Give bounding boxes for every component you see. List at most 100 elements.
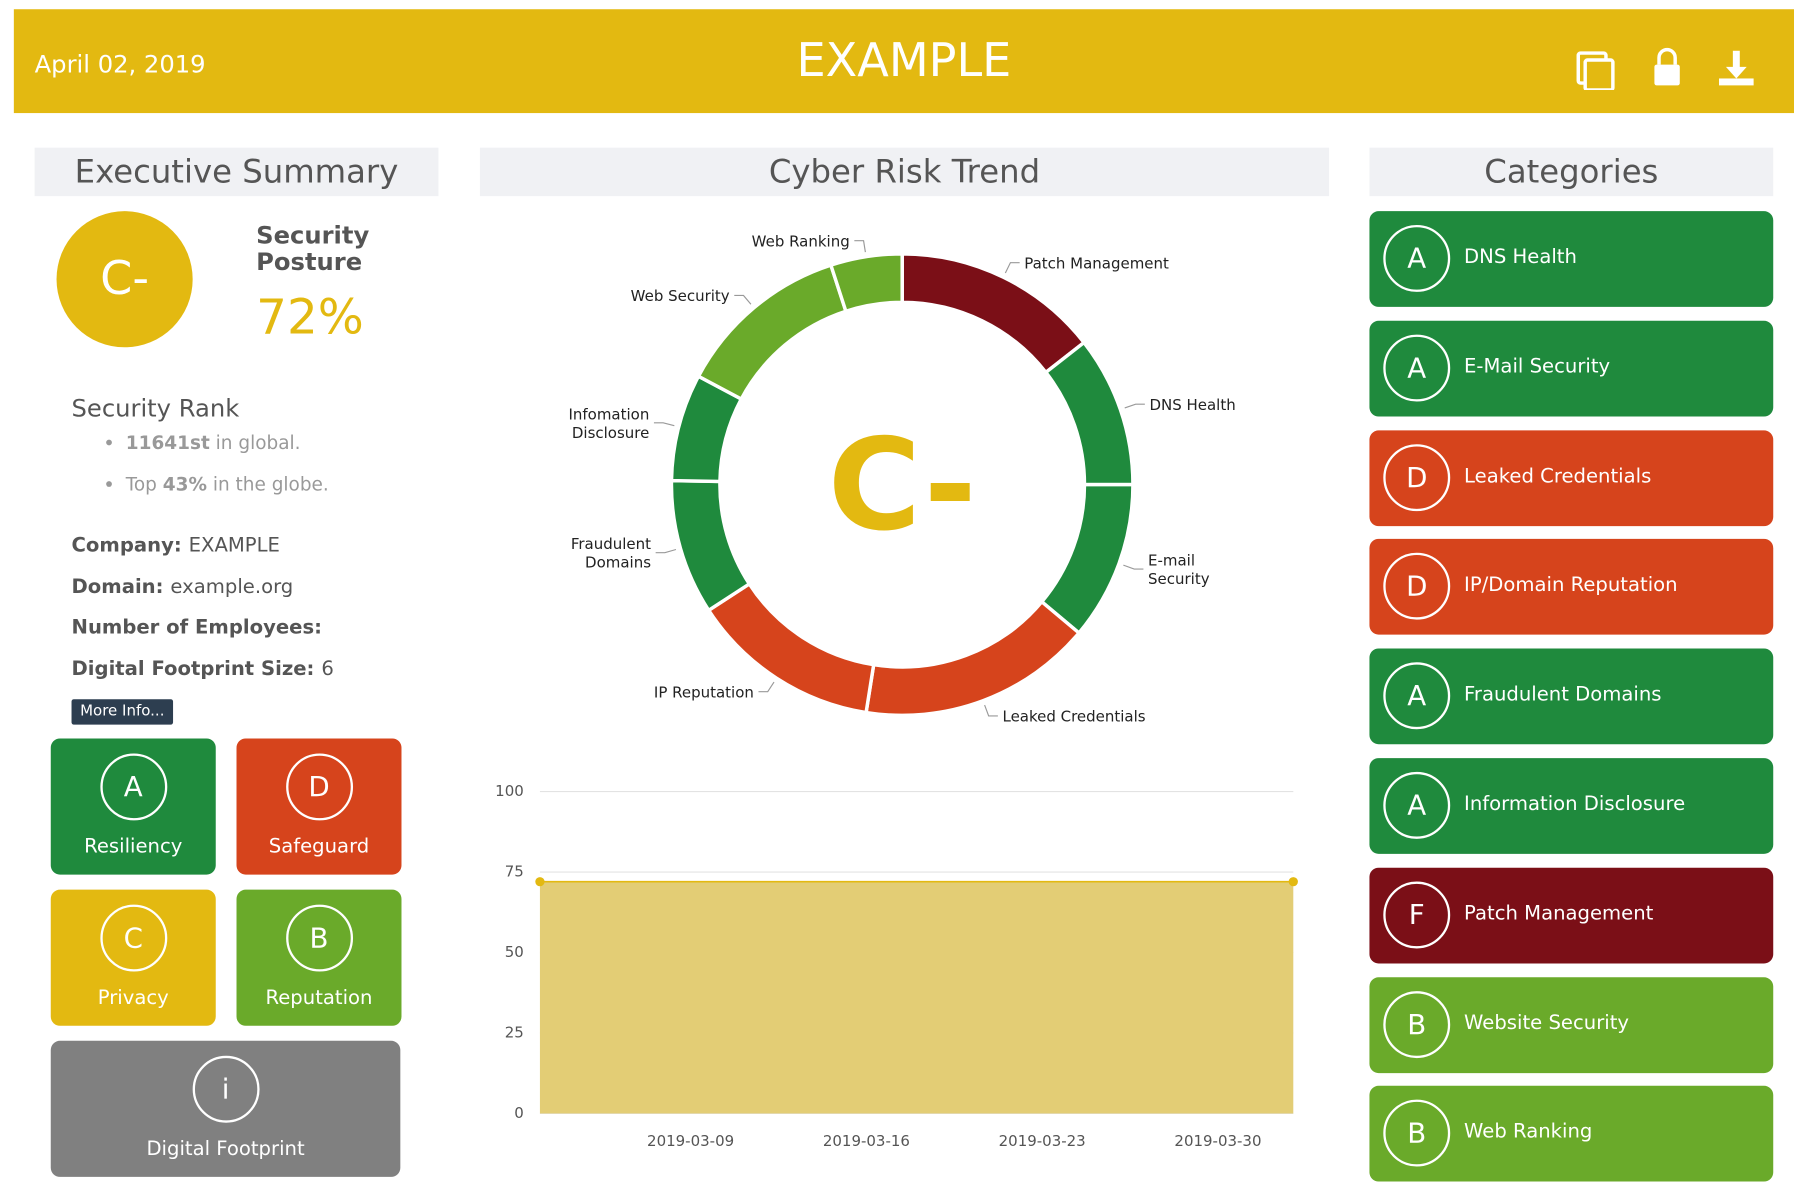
- category-name: DNS Health: [1464, 245, 1577, 269]
- rank-item: 11641st in global.: [126, 422, 329, 464]
- donut-segment: [1043, 340, 1135, 487]
- leader-line: [1123, 564, 1144, 570]
- x-tick-label: 2019-03-30: [1174, 1132, 1261, 1150]
- category-name: Patch Management: [1464, 902, 1654, 926]
- category-grade: A: [1383, 334, 1451, 402]
- field-value: EXAMPLE: [188, 534, 280, 558]
- category-grade: A: [1383, 662, 1451, 730]
- tile-grade: D: [285, 753, 353, 821]
- field: Digital Footprint Size: 6: [72, 658, 334, 681]
- category-card[interactable]: D IP/Domain Reputation: [1369, 539, 1774, 636]
- category-grade: D: [1383, 553, 1451, 621]
- score-tile: C Privacy: [50, 889, 216, 1026]
- score-tile: D Safeguard: [236, 738, 402, 875]
- leader-line: [1004, 262, 1020, 274]
- posture-label: Security Posture: [256, 221, 370, 276]
- category-name: Web Ranking: [1464, 1120, 1593, 1144]
- category-card[interactable]: F Patch Management: [1369, 867, 1774, 964]
- point: [535, 877, 545, 887]
- field-label: Number of Employees:: [71, 616, 323, 640]
- category-card[interactable]: A DNS Health: [1369, 211, 1774, 307]
- donut-label: IP Reputation: [654, 683, 754, 701]
- category-name: IP/Domain Reputation: [1464, 573, 1678, 597]
- x-tick-label: 2019-03-09: [647, 1132, 734, 1150]
- rank-title: Security Rank: [71, 394, 240, 423]
- donut-label: Fraudulent: [571, 535, 651, 553]
- donut-label: Domains: [585, 554, 651, 572]
- score-tile: i Digital Footprint: [50, 1040, 401, 1177]
- y-tick-label: 100: [495, 782, 524, 800]
- score-tile: B Reputation: [236, 889, 402, 1026]
- leader-line: [758, 681, 775, 693]
- tile-label: Safeguard: [268, 835, 370, 859]
- section-title: Executive Summary: [34, 147, 439, 197]
- field: Company: EXAMPLE: [72, 534, 280, 557]
- area: [539, 881, 1294, 1114]
- donut-segment: [864, 599, 1082, 718]
- category-name: Leaked Credentials: [1464, 464, 1652, 488]
- donut-label: Leaked Credentials: [1003, 708, 1146, 726]
- donut-label: Security: [1148, 570, 1210, 588]
- leader-line: [1124, 403, 1145, 409]
- toolbar-icons[interactable]: [1571, 44, 1779, 91]
- field-label: Company:: [71, 534, 182, 558]
- download-icon[interactable]: [1719, 50, 1754, 86]
- x-tick-label: 2019-03-16: [823, 1132, 910, 1150]
- tile-label: Reputation: [265, 986, 373, 1010]
- y-tick-label: 50: [505, 943, 524, 961]
- section-title: Cyber Risk Trend: [479, 147, 1330, 197]
- x-tick-label: 2019-03-23: [999, 1132, 1086, 1150]
- field-value: example.org: [170, 575, 294, 599]
- rank-top: 43%: [162, 473, 207, 496]
- field: Number of Employees:: [72, 616, 329, 639]
- category-card[interactable]: B Website Security: [1369, 976, 1774, 1073]
- tile-grade: C: [99, 904, 167, 972]
- category-name: E-Mail Security: [1464, 355, 1611, 379]
- category-grade: B: [1383, 990, 1451, 1058]
- leader-line: [984, 704, 998, 717]
- donut-segment: [828, 252, 904, 314]
- rank-global: 11641st: [125, 431, 210, 454]
- leader-line: [655, 548, 677, 554]
- category-name: Information Disclosure: [1464, 792, 1686, 816]
- category-grade: B: [1383, 1100, 1451, 1167]
- field-label: Domain:: [71, 575, 164, 599]
- donut-label: Disclosure: [572, 424, 649, 442]
- posture-value: 72%: [256, 288, 364, 346]
- category-card[interactable]: B Web Ranking: [1369, 1086, 1774, 1182]
- date: April 02, 2019: [34, 50, 206, 79]
- text: in the globe.: [212, 473, 329, 496]
- field: Domain: example.org: [72, 576, 294, 599]
- tile-grade: A: [99, 753, 167, 821]
- category-card[interactable]: A Information Disclosure: [1369, 758, 1774, 854]
- rank-item: Top 43% in the globe.: [126, 464, 329, 506]
- lock-icon[interactable]: [1654, 47, 1680, 86]
- tile-label: Digital Footprint: [146, 1137, 305, 1161]
- category-grade: D: [1383, 443, 1451, 511]
- header: April 02, 2019 EXAMPLE: [13, 9, 1795, 114]
- tile-label: Privacy: [97, 986, 169, 1010]
- tile-grade: B: [285, 904, 353, 972]
- category-card[interactable]: A Fraudulent Domains: [1369, 648, 1774, 745]
- leader-line: [854, 240, 866, 253]
- more-info-button[interactable]: More Info...: [71, 699, 174, 725]
- category-name: Website Security: [1464, 1011, 1630, 1035]
- score-tile: A Resiliency: [50, 738, 216, 875]
- donut-label: E-mail: [1148, 552, 1195, 570]
- y-tick-label: 25: [505, 1024, 524, 1042]
- category-grade: A: [1383, 225, 1451, 292]
- section-title: Categories: [1369, 147, 1774, 197]
- grade-badge: C-: [56, 211, 193, 348]
- tile-grade: i: [192, 1055, 260, 1123]
- trend-charts: Patch Management DNS Health E-mailSecurity…: [495, 233, 1298, 1150]
- leader-line: [653, 422, 675, 427]
- category-card[interactable]: D Leaked Credentials: [1369, 429, 1774, 526]
- donut-label: DNS Health: [1149, 396, 1235, 414]
- donut-grade: C-: [828, 410, 977, 558]
- category-card[interactable]: A E-Mail Security: [1369, 320, 1774, 417]
- copy-icon[interactable]: [1576, 51, 1615, 91]
- donut-label: Web Ranking: [752, 233, 850, 251]
- field-label: Digital Footprint Size:: [71, 657, 315, 681]
- donut-label: Patch Management: [1024, 254, 1169, 272]
